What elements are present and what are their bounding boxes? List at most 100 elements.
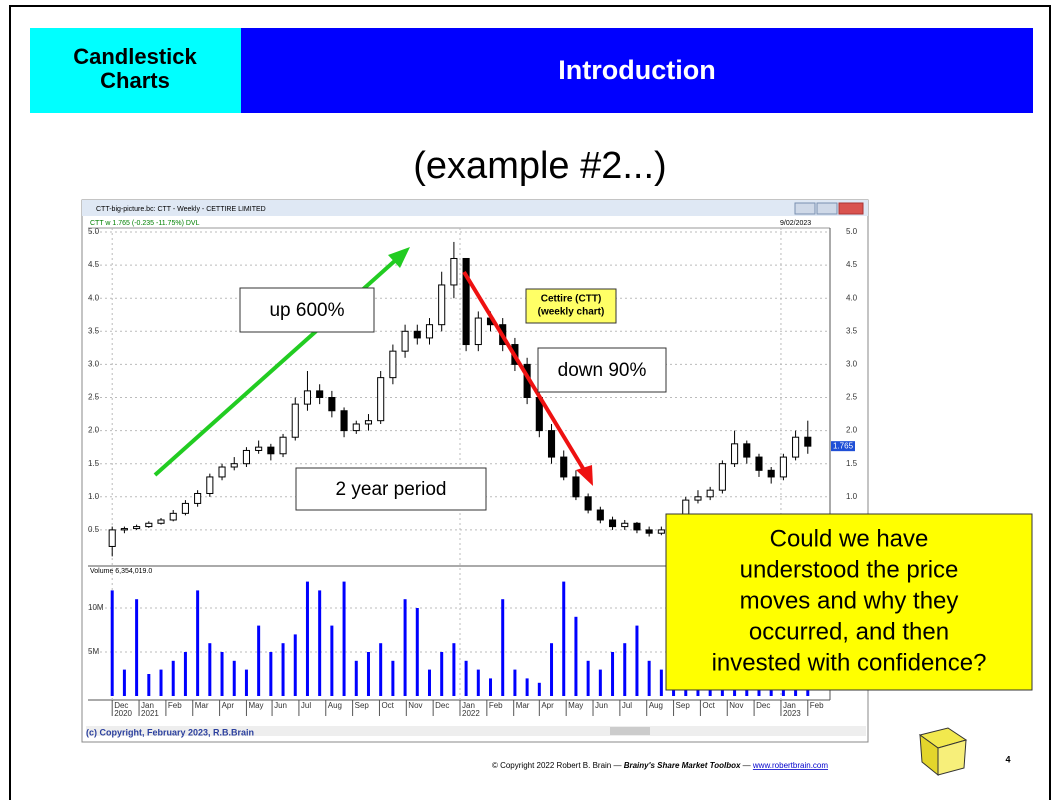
volume-bar	[647, 660, 651, 696]
max-button[interactable]	[816, 202, 838, 215]
volume-bar	[476, 669, 480, 696]
x-tick-label: Sep	[676, 701, 691, 710]
chart-legend: CTT w 1.765 (-0.235 -11.75%) DVL	[90, 220, 200, 227]
candle-body	[779, 456, 787, 478]
y-tick-label: 4.5	[88, 260, 100, 269]
year-label: 2023	[783, 709, 801, 718]
candle-body	[377, 377, 385, 422]
question-line: understood the price	[740, 556, 959, 583]
volume-bar	[232, 660, 236, 696]
y-tick-label: 0.5	[88, 525, 100, 534]
volume-bar	[489, 678, 493, 696]
candle-body	[731, 443, 739, 465]
candle-body	[438, 284, 446, 326]
section-title: Candlestick Charts	[73, 44, 197, 93]
candle-body	[291, 403, 299, 438]
candle-body	[279, 436, 287, 455]
footer-url[interactable]: www.robertbrain.com	[752, 761, 828, 770]
candle-body	[194, 492, 202, 504]
x-tick-label: Sep	[355, 701, 370, 710]
scrollbar[interactable]	[86, 726, 866, 736]
year-label: 2021	[141, 709, 159, 718]
up-label: up 600%	[269, 300, 344, 321]
year-label: 2022	[462, 709, 480, 718]
volume-bar	[244, 669, 248, 696]
y-tick-label-right: 4.5	[846, 260, 858, 269]
volume-bar	[318, 590, 322, 696]
y-tick-label-right: 1.5	[846, 459, 858, 468]
candle-body	[230, 463, 238, 468]
volume-tick-label: 10M	[88, 603, 104, 612]
y-tick-label-right: 2.5	[846, 393, 858, 402]
volume-bar	[464, 660, 468, 696]
y-tick-label: 4.0	[88, 293, 100, 302]
slide-border	[9, 5, 1051, 800]
candle-body	[340, 410, 348, 432]
volume-label: Volume 6,354,019.0	[90, 568, 152, 575]
y-tick-label: 3.5	[88, 326, 100, 335]
footer-sep: —	[740, 761, 752, 770]
volume-bar	[562, 581, 566, 696]
candle-body	[560, 456, 568, 478]
candle-body	[157, 519, 165, 524]
y-tick-label: 2.0	[88, 426, 100, 435]
candle-body	[413, 330, 421, 339]
title: Introduction	[558, 55, 715, 85]
x-tick-label: Jan	[462, 701, 475, 710]
y-tick-label: 1.5	[88, 459, 100, 468]
candle-body	[352, 423, 360, 432]
up-box	[239, 287, 375, 333]
candle-body	[389, 350, 397, 379]
volume-bar	[220, 652, 224, 696]
candle-body	[255, 446, 263, 451]
candle-body	[242, 449, 250, 465]
question-line: moves and why they	[740, 587, 959, 614]
close-button[interactable]	[838, 202, 864, 215]
watermark: (c) Copyright, February 2023, R.B.Brain	[86, 727, 254, 737]
footer: © Copyright 2022 Robert B. Brain — Brain…	[492, 761, 828, 770]
y-tick-label: 2.5	[88, 393, 100, 402]
volume-bar	[305, 581, 309, 696]
candle-body	[364, 420, 373, 425]
x-tick-label: Nov	[729, 701, 743, 710]
candle-body	[596, 509, 604, 521]
volume-bar	[257, 625, 261, 696]
subtitle: (example #2...)	[413, 145, 666, 187]
volume-bar	[342, 581, 346, 696]
volume-bar	[623, 643, 627, 696]
y-tick-label: 3.0	[88, 360, 100, 369]
x-tick-label: Apr	[541, 701, 554, 710]
question-box	[665, 513, 1033, 691]
candle-body	[316, 390, 324, 399]
x-tick-label: Aug	[649, 701, 663, 710]
scroll-thumb[interactable]	[610, 727, 650, 735]
x-tick-label: Oct	[702, 701, 715, 710]
window-title: CTT-big-picture.bc: CTT - Weekly - CETTI…	[96, 206, 266, 213]
volume-bar	[196, 590, 200, 696]
x-tick-label: Jun	[595, 701, 608, 710]
min-button[interactable]	[794, 202, 816, 215]
page-number: 4	[1005, 754, 1010, 764]
x-tick-label: Apr	[222, 701, 235, 710]
up-arrow-head	[388, 247, 410, 268]
volume-bar	[415, 608, 419, 696]
last-price-label: 1.765	[833, 441, 854, 450]
volume-bar	[525, 678, 529, 696]
candle-body	[108, 529, 116, 547]
volume-bar	[159, 669, 163, 696]
x-tick-label: May	[568, 701, 583, 710]
candle-body	[804, 436, 812, 447]
volume-bar	[171, 660, 175, 696]
down-box	[537, 347, 667, 393]
volume-bar	[403, 599, 407, 696]
candle-body	[120, 528, 128, 531]
candle-body	[328, 397, 336, 412]
y-tick-label: 5.0	[88, 227, 100, 236]
volume-bar	[537, 682, 541, 696]
candle-body	[169, 512, 177, 521]
y-tick-label-right: 2.0	[846, 426, 858, 435]
down-arrow-head	[576, 465, 593, 486]
volume-tick-label: 5M	[88, 647, 99, 656]
window-titlebar	[82, 200, 868, 216]
